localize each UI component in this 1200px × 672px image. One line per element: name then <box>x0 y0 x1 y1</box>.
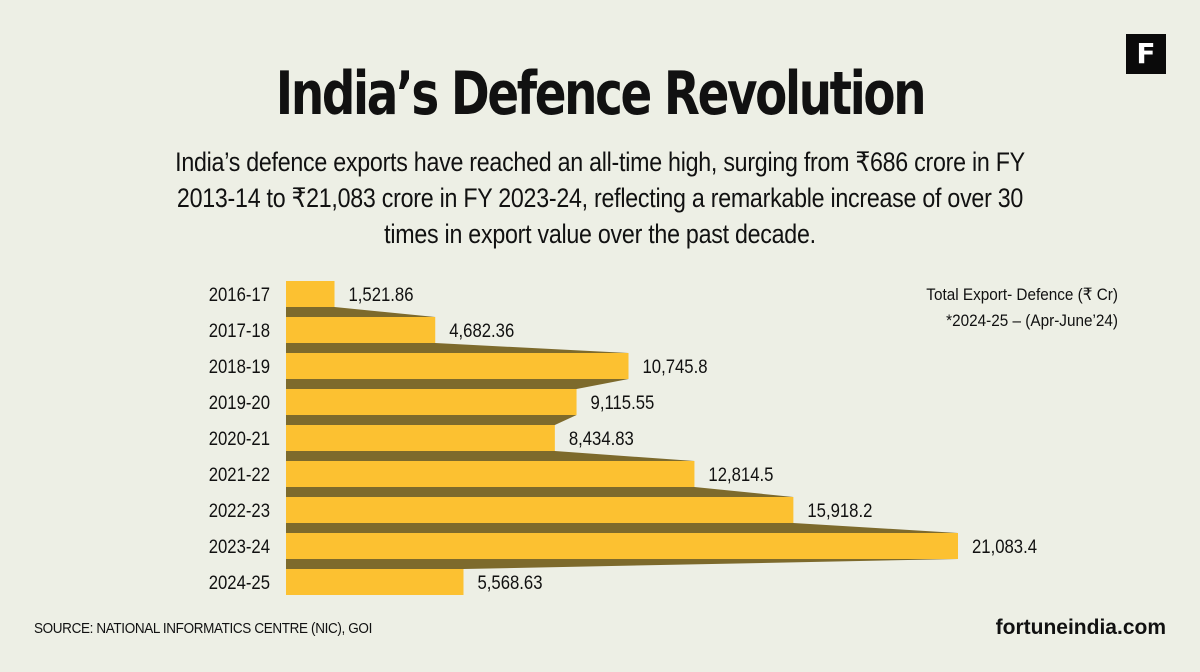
legend-title: Total Export- Defence (₹ Cr) <box>926 285 1118 304</box>
value-label: 12,814.5 <box>708 464 773 485</box>
connector-band <box>286 379 629 389</box>
site-link[interactable]: fortuneindia.com <box>995 616 1166 639</box>
bar-2022-23 <box>286 497 794 523</box>
value-label: 5,568.63 <box>477 572 542 593</box>
source-note: SOURCE: NATIONAL INFORMATICS CENTRE (NIC… <box>34 620 372 637</box>
value-label: 9,115.55 <box>591 392 655 413</box>
category-label: 2024-25 <box>209 572 270 593</box>
category-label: 2017-18 <box>209 320 270 341</box>
fortune-logo-icon: F <box>1126 34 1166 74</box>
connector-band <box>286 451 695 461</box>
connector-band <box>286 559 958 569</box>
category-label: 2020-21 <box>209 428 270 449</box>
category-label: 2022-23 <box>209 500 270 521</box>
connector-band <box>286 307 436 317</box>
bar-2019-20 <box>286 389 577 415</box>
bar-2021-22 <box>286 461 695 487</box>
category-labels: 2016-17 2017-18 2018-19 2019-20 2020-21 2021-… <box>209 284 270 593</box>
category-label: 2018-19 <box>209 356 270 377</box>
category-label: 2021-22 <box>209 464 270 485</box>
legend-note: *2024-25 – (Apr-June’24) <box>946 311 1118 330</box>
value-label: 10,745.8 <box>643 356 708 377</box>
chart-legend: Total Export- Defence (₹ Cr) *2024-25 – … <box>926 282 1118 334</box>
bar-2016-17 <box>286 281 335 307</box>
bars-layer <box>286 281 958 595</box>
connector-band <box>286 487 794 497</box>
connector-band <box>286 523 958 533</box>
connector-band <box>286 415 577 425</box>
bar-2018-19 <box>286 353 629 379</box>
value-label: 21,083.4 <box>972 536 1037 557</box>
bar-2020-21 <box>286 425 555 451</box>
connector-layer <box>286 307 958 569</box>
value-label: 1,521.86 <box>349 284 414 305</box>
value-label: 15,918.2 <box>807 500 872 521</box>
connector-band <box>286 343 629 353</box>
chart-subtitle: India’s defence exports have reached an … <box>175 147 1025 249</box>
chart-title: India’s Defence Revolution <box>275 59 927 129</box>
bar-2023-24 <box>286 533 958 559</box>
value-label: 8,434.83 <box>569 428 634 449</box>
bar-2024-25 <box>286 569 464 595</box>
bar-2017-18 <box>286 317 436 343</box>
category-label: 2016-17 <box>209 284 270 305</box>
category-label: 2023-24 <box>209 536 270 557</box>
category-label: 2019-20 <box>209 392 270 413</box>
value-labels: 1,521.86 4,682.36 10,745.8 9,115.55 8,434.83… <box>349 284 1038 593</box>
value-label: 4,682.36 <box>449 320 514 341</box>
